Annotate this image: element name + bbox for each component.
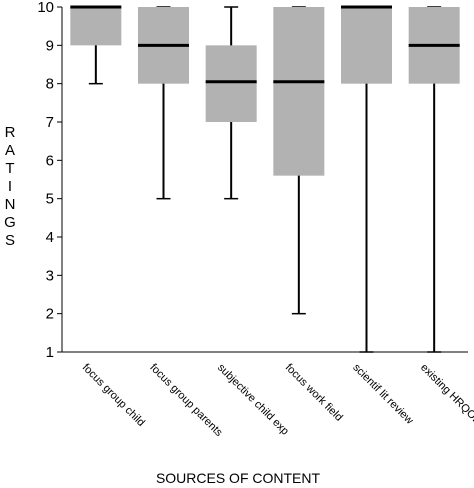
x-tick-label: existing HRQOL scales — [418, 362, 474, 451]
x-tick-label: scientif lit review — [350, 362, 415, 427]
y-axis-ticks: 1 2 3 4 5 6 7 8 9 10 — [37, 0, 62, 361]
y-tick-label: 3 — [46, 267, 54, 284]
box-iqr — [341, 7, 392, 84]
box-1 — [70, 5, 122, 85]
y-axis-title-letter: S — [5, 232, 15, 249]
y-tick-label: 8 — [46, 76, 54, 93]
box-6 — [408, 6, 460, 353]
x-axis-category-labels: focus group child focus group parentssubj… — [80, 362, 474, 451]
box-3 — [205, 6, 257, 200]
box-iqr — [70, 7, 122, 46]
x-tick-label: focus work field — [283, 362, 345, 424]
x-tick-label: subjective child exp — [215, 362, 291, 438]
x-tick-label: focus group child — [80, 362, 147, 429]
box-iqr — [205, 45, 257, 123]
y-tick-label: 9 — [46, 37, 54, 54]
y-tick-label: 5 — [46, 191, 54, 208]
y-tick-label: 4 — [46, 229, 54, 246]
y-axis-title-letter: T — [5, 160, 14, 177]
y-tick-label: 10 — [37, 0, 54, 16]
box-4 — [273, 6, 325, 315]
box-2 — [138, 6, 189, 200]
y-axis-title-letter: A — [5, 142, 15, 159]
y-tick-label: 6 — [46, 152, 54, 169]
y-axis-title-letter: I — [8, 178, 12, 195]
box-5 — [341, 5, 392, 353]
y-tick-label: 7 — [46, 114, 54, 131]
y-tick-label: 2 — [46, 306, 54, 323]
x-tick-label: focus group parents — [147, 362, 225, 440]
y-axis-title-letter: R — [5, 124, 16, 141]
y-tick-label: 1 — [46, 344, 54, 361]
y-axis-title-letter: G — [4, 214, 16, 231]
y-axis-title-letter: N — [5, 196, 16, 213]
box-iqr — [273, 7, 325, 176]
x-axis-title: SOURCES OF CONTENT — [156, 470, 321, 486]
boxes — [70, 5, 460, 353]
